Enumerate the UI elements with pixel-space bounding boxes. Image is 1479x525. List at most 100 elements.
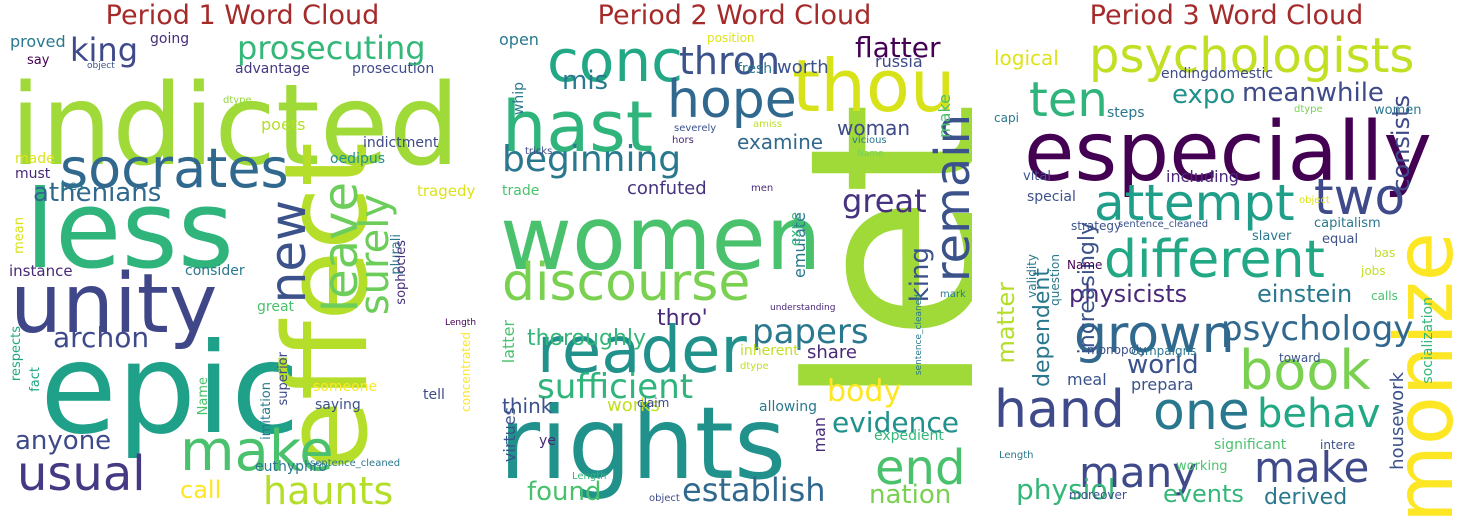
word-athenians: athenians	[33, 178, 162, 208]
word-made: made	[15, 151, 55, 167]
word-meanwhile: meanwhile	[1242, 78, 1384, 108]
word-many: many	[1079, 448, 1198, 497]
word-make: make	[1254, 443, 1370, 492]
word-expe: expe	[788, 212, 804, 247]
word-someone: someone	[313, 379, 378, 395]
word-mark: mark	[940, 289, 966, 300]
word-cloud-title: Period 1 Word Cloud	[105, 0, 380, 31]
word-dtype: dtype	[1294, 104, 1323, 115]
word-severely: severely	[674, 123, 717, 134]
word-women: women	[1374, 103, 1422, 118]
word-anyone: anyone	[15, 426, 112, 456]
word-share: share	[807, 342, 857, 363]
word-toward: toward	[1279, 351, 1321, 365]
word-object: object	[1299, 195, 1330, 206]
word-capitalism: capitalism	[1314, 216, 1381, 231]
word-archon: archon	[53, 321, 150, 354]
word-beginning: beginning	[502, 139, 682, 180]
word-going: going	[150, 32, 190, 47]
word-monopoly: monopoly	[1087, 343, 1147, 357]
word-thro-: thro'	[657, 306, 708, 331]
word-prosecution: prosecution	[352, 61, 435, 77]
word-reader: reader	[537, 314, 747, 388]
word-woman: woman	[837, 116, 911, 140]
word-nation: nation	[869, 480, 952, 510]
word-one: one	[1153, 382, 1250, 442]
word-allowing: allowing	[759, 399, 818, 415]
word-confuted: confuted	[627, 178, 707, 199]
word-conc: conc	[547, 32, 684, 95]
word-imitation: imitation	[259, 382, 274, 440]
word-two: two	[1314, 168, 1406, 226]
word-object: object	[87, 61, 115, 71]
word-book: book	[1239, 339, 1371, 402]
word-consider: consider	[185, 263, 245, 279]
word-great: great	[257, 299, 295, 315]
word-ten: ten	[1029, 72, 1108, 128]
word-hand: hand	[994, 380, 1125, 440]
word-sentence-cleaned: sentence_cleaned	[914, 294, 924, 376]
word-amiss: amiss	[753, 119, 783, 130]
word-steps: steps	[1107, 105, 1145, 121]
word-rights: rights	[499, 385, 787, 502]
word-thron: thron	[679, 39, 781, 83]
word-mis: mis	[562, 66, 609, 96]
word-special: special	[1027, 189, 1076, 205]
word-increasingly: increasingly	[1075, 222, 1100, 355]
word-latter: latter	[499, 320, 518, 364]
word-king: king	[70, 32, 139, 69]
word-women: women	[500, 187, 822, 290]
word-poets: poets	[261, 115, 306, 134]
word-length: Length	[445, 318, 477, 328]
word-slaver: slaver	[1252, 229, 1292, 244]
word-remain: remain	[925, 114, 972, 283]
word-question: question	[1048, 254, 1062, 306]
word-examine: examine	[737, 130, 824, 154]
word-hast: hast	[502, 86, 654, 168]
word-proved: proved	[10, 32, 66, 51]
word-jobs: jobs	[1361, 264, 1386, 278]
word-name: Name	[857, 149, 884, 159]
word-name: Name	[196, 377, 211, 416]
word-less: less	[25, 168, 234, 293]
word-cloud-panel-2: Period 2 Word Cloud let rights women reader…	[497, 0, 972, 525]
word-mean: mean	[12, 217, 27, 254]
word-length: Length	[999, 450, 1034, 461]
word-vital: vital	[1023, 169, 1051, 184]
word-validity: validity	[1025, 254, 1039, 298]
word-sentence-cleaned: sentence_cleaned	[1118, 219, 1209, 230]
word-must: must	[15, 166, 51, 182]
word-thou: thou	[792, 44, 956, 128]
word-hors: hors	[672, 135, 694, 146]
word-epic: epic	[40, 317, 300, 462]
word-world: world	[1127, 350, 1199, 380]
word-different: different	[1104, 230, 1325, 290]
word-new: new	[259, 200, 317, 304]
word-behav: behav	[1257, 391, 1381, 437]
word-great: great	[842, 182, 927, 220]
word-instance: instance	[9, 262, 73, 280]
word-sufficient: sufficient	[537, 367, 694, 407]
word-dtype: dtype	[740, 361, 769, 372]
word-inherent: inherent	[740, 343, 799, 359]
word-respects: respects	[9, 326, 24, 382]
word-prosecuting: prosecuting	[237, 32, 426, 67]
word-cloud: indicted less epic effect unity socrates usual…	[5, 32, 480, 517]
word-working: working	[1176, 459, 1228, 474]
word-euthyphro: euthyphro	[255, 459, 327, 475]
word-advantage: advantage	[235, 61, 310, 77]
word-object: object	[649, 493, 680, 504]
word-physicists: physicists	[1069, 280, 1188, 308]
word-cloud-title: Period 3 Word Cloud	[1089, 0, 1364, 31]
word-prepara: prepara	[1131, 375, 1194, 394]
word-end: end	[875, 440, 966, 496]
word-moreover: moreover	[1069, 488, 1127, 502]
word-matter: matter	[992, 282, 1020, 364]
word-fresh: fresh	[737, 61, 773, 77]
word-expo: expo	[1172, 80, 1236, 110]
word-unity: unity	[10, 257, 218, 352]
word-einstein: einstein	[1257, 280, 1353, 308]
word-concentrated: concentrated	[459, 332, 473, 412]
word-indicted: indicted	[10, 61, 460, 191]
word-discourse: discourse	[502, 253, 751, 313]
